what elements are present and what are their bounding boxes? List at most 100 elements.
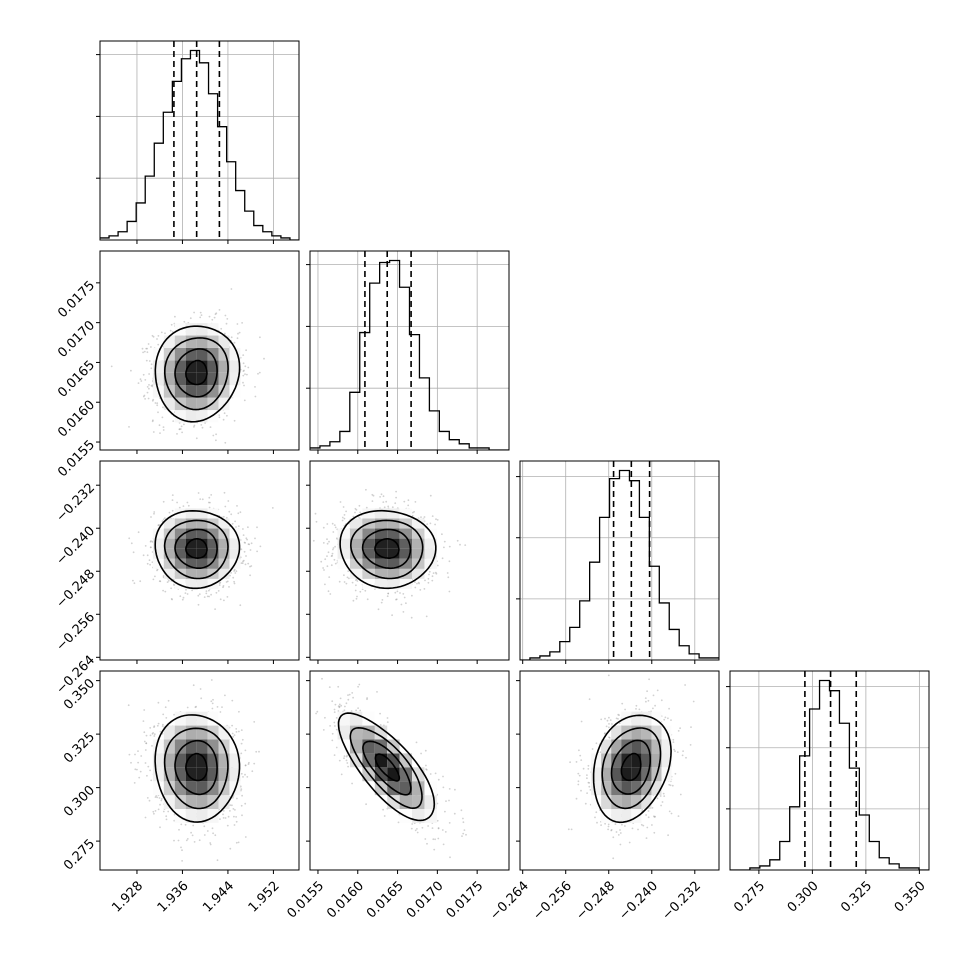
sample-point — [149, 540, 152, 543]
sample-point — [366, 698, 368, 701]
ytick-label-1-1: 0.0160 — [55, 398, 98, 441]
sample-point — [240, 788, 243, 790]
sample-point — [147, 397, 150, 400]
sample-point — [681, 754, 684, 757]
sample-point — [182, 596, 185, 599]
density-cell — [362, 508, 375, 519]
sample-point — [234, 809, 236, 811]
ytick-label-1-3: 0.0170 — [55, 318, 98, 361]
sample-point — [128, 426, 130, 428]
sample-point — [673, 748, 675, 751]
density-cell — [661, 739, 672, 754]
sample-point — [244, 773, 246, 776]
sample-point — [462, 821, 465, 824]
sample-point — [197, 603, 200, 606]
density-cell — [229, 528, 241, 539]
sample-point — [448, 545, 451, 548]
sample-point — [333, 754, 336, 756]
density-cell — [152, 528, 164, 539]
sample-point — [335, 717, 338, 719]
sample-point — [432, 838, 435, 841]
density-cell — [412, 538, 425, 549]
sample-point — [244, 542, 247, 544]
sample-point — [153, 511, 156, 513]
sample-point — [172, 420, 175, 422]
sample-point — [169, 329, 172, 332]
sample-point — [614, 823, 617, 825]
sample-point — [226, 318, 229, 320]
contour-1 — [361, 528, 412, 570]
sample-point — [235, 820, 238, 823]
sample-point — [431, 827, 434, 829]
xtick-label-1-2: 0.0165 — [364, 879, 407, 922]
sample-point — [242, 560, 244, 563]
sample-point — [454, 788, 456, 791]
sample-point — [259, 545, 262, 548]
sample-point — [429, 522, 432, 525]
sample-point — [644, 697, 647, 699]
sample-point — [343, 581, 346, 583]
sample-point — [322, 567, 324, 569]
sample-point — [608, 736, 610, 739]
sample-point — [674, 772, 677, 775]
sample-point — [148, 387, 150, 390]
sample-point — [246, 373, 248, 376]
sample-point — [355, 584, 357, 587]
sample-point — [323, 569, 325, 571]
sample-point — [456, 539, 459, 542]
sample-point — [191, 834, 194, 837]
sample-point — [137, 761, 140, 764]
sample-point — [233, 568, 236, 571]
density-cell — [229, 739, 241, 754]
sample-point — [186, 501, 189, 504]
ytick-label-2-3: −0.240 — [53, 524, 98, 569]
density-cell — [185, 578, 197, 589]
sample-point — [195, 437, 198, 440]
sample-point — [224, 441, 227, 444]
panel-frame — [99, 670, 300, 871]
sample-point — [161, 725, 164, 727]
sample-point — [447, 576, 450, 579]
density-cell — [207, 385, 219, 398]
sample-point — [417, 581, 420, 584]
sample-point — [148, 799, 151, 802]
sample-point — [162, 713, 165, 716]
sample-point — [312, 539, 315, 542]
density-cell — [621, 739, 632, 754]
density-cell — [651, 725, 662, 740]
density-cell — [163, 781, 175, 796]
density-cell — [337, 548, 350, 559]
sample-point — [142, 554, 145, 557]
sample-point — [193, 841, 196, 843]
sample-point — [247, 763, 250, 765]
sample-point — [314, 512, 317, 515]
sample-point — [224, 505, 227, 508]
sample-point — [206, 830, 209, 832]
sample-point — [173, 713, 176, 716]
sample-point — [426, 523, 429, 525]
sample-point — [395, 598, 398, 601]
sample-point — [240, 742, 243, 745]
histogram-0 — [100, 49, 299, 240]
panel-frame — [309, 670, 510, 871]
sample-point — [241, 562, 244, 564]
sample-point — [365, 488, 367, 491]
sample-point — [184, 823, 187, 826]
density-cell — [412, 781, 425, 796]
sample-point — [315, 520, 318, 523]
sample-point — [586, 792, 588, 794]
sample-point — [146, 386, 149, 388]
density-cell — [621, 809, 632, 823]
sample-point — [240, 729, 243, 731]
sample-point — [617, 834, 620, 836]
sample-point — [449, 856, 451, 859]
sample-point — [146, 391, 149, 394]
sample-point — [662, 792, 665, 795]
sample-point — [244, 749, 247, 752]
sample-point — [338, 580, 341, 583]
contour-3 — [337, 712, 436, 822]
sample-point — [153, 812, 155, 815]
sample-point — [244, 836, 247, 838]
contour-3 — [154, 714, 241, 823]
sample-point — [241, 794, 244, 797]
